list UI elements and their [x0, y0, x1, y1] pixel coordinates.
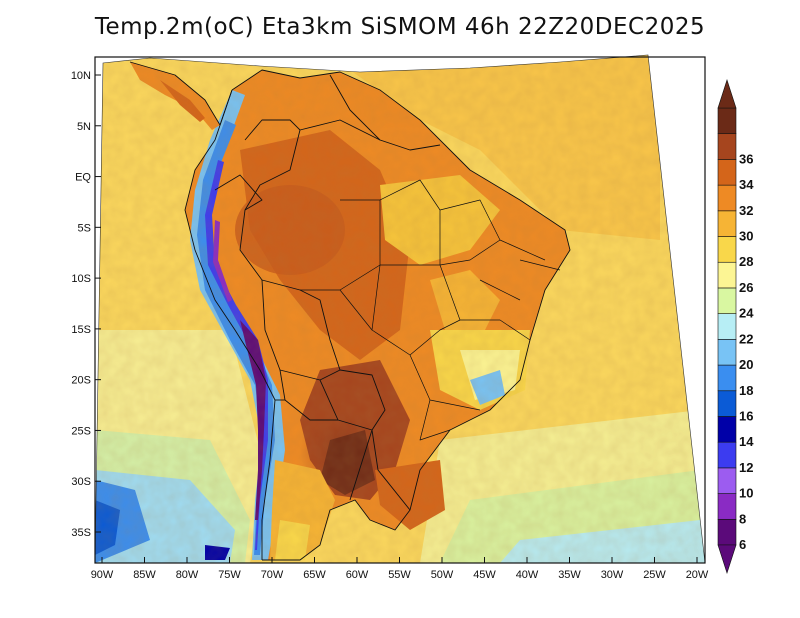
lat-tick-label: 10S: [71, 273, 91, 285]
colorbar-swatch: [717, 133, 737, 160]
colorbar-label: 36: [739, 151, 753, 166]
colorbar-swatch: [717, 493, 737, 520]
latitude-axis: 10N 5N EQ 5S 10S 15S 20S 25S 30S 35S: [71, 70, 101, 539]
temperature-field: [95, 55, 705, 563]
lon-tick-label: 20W: [686, 569, 709, 581]
lon-tick-label: 90W: [91, 569, 114, 581]
colorbar-label: 14: [739, 434, 754, 449]
colorbar-swatch: [717, 107, 737, 135]
lon-tick-label: 40W: [516, 569, 539, 581]
colorbar-swatch: [717, 467, 737, 494]
colorbar-swatch: [717, 441, 737, 469]
colorbar-label: 22: [739, 331, 753, 346]
colorbar-swatch: [717, 184, 737, 212]
borders: [129, 61, 571, 561]
lon-tick-label: 55W: [388, 569, 411, 581]
colorbar-label: 16: [739, 408, 753, 423]
lon-tick-label: 35W: [558, 569, 581, 581]
longitude-axis: 90W 85W 80W 75W 70W 65W 60W 55W 50W 45W 40W 35W 30W 2…: [91, 557, 709, 581]
lon-tick-label: 80W: [176, 569, 199, 581]
colorbar-label: 6: [739, 537, 746, 552]
lat-tick-label: 15S: [71, 324, 91, 336]
colorbar-label: 8: [739, 511, 746, 526]
lat-tick-label: 25S: [71, 425, 91, 437]
colorbar-label: 20: [739, 357, 753, 372]
lon-tick-label: 30W: [601, 569, 624, 581]
lat-tick-label: 30S: [71, 476, 91, 488]
colorbar-high-arrow: [717, 79, 737, 109]
colorbar: 6 8 10 12 14 16 18 20 22 24 26 28 30 32 34 36: [717, 79, 754, 574]
colorbar-swatch: [717, 416, 737, 443]
colorbar-swatch: [717, 518, 737, 546]
lat-tick-label: 35S: [71, 527, 91, 539]
colorbar-swatch: [717, 210, 737, 237]
lon-tick-label: 75W: [218, 569, 241, 581]
colorbar-label: 18: [739, 383, 753, 398]
chart-title: Temp.2m(oC) Eta3km SiSMOM 46h 22Z20DEC20…: [94, 14, 706, 40]
colorbar-label: 10: [739, 486, 753, 501]
lat-tick-label: 5N: [77, 121, 91, 133]
colorbar-low-arrow: [717, 544, 737, 574]
lat-tick-label: 5S: [78, 222, 91, 234]
colorbar-label: 26: [739, 280, 753, 295]
colorbar-label: 34: [739, 177, 754, 192]
colorbar-swatch: [717, 159, 737, 186]
colorbar-label: 28: [739, 254, 753, 269]
colorbar-swatch: [717, 236, 737, 263]
lon-tick-label: 25W: [643, 569, 666, 581]
lon-tick-label: 70W: [261, 569, 284, 581]
colorbar-label: 32: [739, 203, 753, 218]
colorbar-swatch: [717, 364, 737, 392]
colorbar-label: 30: [739, 229, 753, 244]
colorbar-swatch: [717, 390, 737, 417]
colorbar-label: 24: [739, 306, 754, 321]
colorbar-label: 12: [739, 460, 753, 475]
colorbar-swatch: [717, 339, 737, 366]
colorbar-swatch: [717, 287, 737, 314]
lon-tick-label: 65W: [303, 569, 326, 581]
lon-tick-label: 45W: [473, 569, 496, 581]
lat-tick-label: 20S: [71, 375, 91, 387]
lon-tick-label: 60W: [346, 569, 369, 581]
colorbar-swatch: [717, 261, 737, 289]
colorbar-swatch: [717, 313, 737, 340]
lon-tick-label: 50W: [431, 569, 454, 581]
lat-tick-label: 10N: [71, 70, 91, 82]
domain-outline: [94, 54, 706, 564]
lon-tick-label: 85W: [133, 569, 156, 581]
lat-tick-label: EQ: [75, 172, 91, 184]
